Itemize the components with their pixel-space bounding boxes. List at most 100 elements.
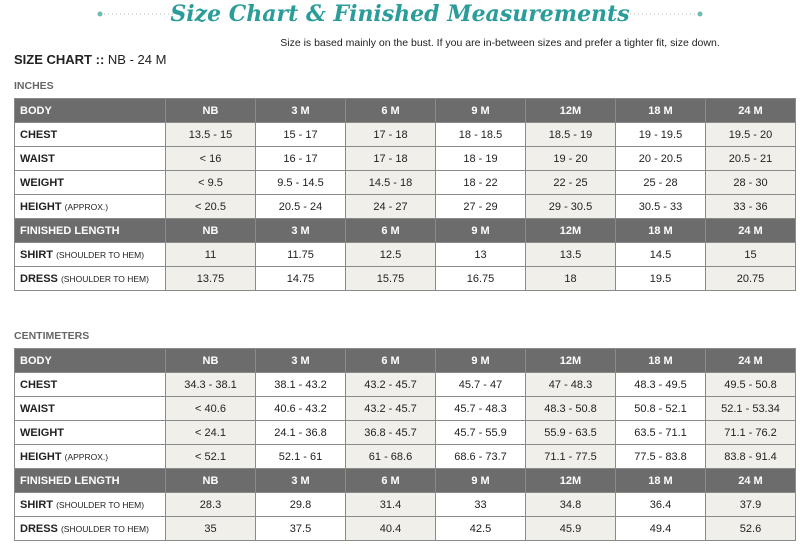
cell: 35: [165, 516, 256, 541]
row-note: (SHOULDER TO HEM): [60, 273, 149, 284]
cell: 14.5: [615, 242, 706, 267]
data-row: HEIGHT (APPROX.) < 20.5 20.5 - 24 24 - 27 27…: [14, 194, 796, 219]
row-label: WEIGHT: [14, 170, 166, 195]
cell: 43.2 - 45.7: [345, 372, 436, 397]
cell: 42.5: [435, 516, 526, 541]
data-row: DRESS (SHOULDER TO HEM) 35 37.5 40.4 42.5 45.…: [14, 516, 796, 541]
cell: 55.9 - 63.5: [525, 420, 616, 445]
data-row: HEIGHT (APPROX.) < 52.1 52.1 - 61 61 - 68.6…: [14, 444, 796, 469]
row-label: DRESS (SHOULDER TO HEM): [14, 266, 166, 291]
cell: 13.5: [525, 242, 616, 267]
column-heading: 6 M: [345, 218, 436, 243]
cell: 16 - 17: [255, 146, 346, 171]
row-label: HEIGHT (APPROX.): [14, 194, 166, 219]
cell: 13.75: [165, 266, 256, 291]
column-heading: 24 M: [705, 218, 796, 243]
cell: 34.3 - 38.1: [165, 372, 256, 397]
data-row: DRESS (SHOULDER TO HEM) 13.75 14.75 15.75 16…: [14, 266, 796, 291]
cell: < 24.1: [165, 420, 256, 445]
cell: 14.75: [255, 266, 346, 291]
cell: 24.1 - 36.8: [255, 420, 346, 445]
row-label: CHEST: [14, 122, 166, 147]
cell: 18.5 - 19: [525, 122, 616, 147]
column-heading: 24 M: [705, 348, 796, 373]
ornament-dot: [97, 11, 103, 17]
data-row: CHEST 13.5 - 15 15 - 17 17 - 18 18 - 18.5 18.…: [14, 122, 796, 147]
row-label: SHIRT (SHOULDER TO HEM): [14, 492, 166, 517]
column-heading: 18 M: [615, 468, 706, 493]
cell: 13.5 - 15: [165, 122, 256, 147]
section-heading: BODY: [14, 348, 166, 373]
cell: 19.5 - 20: [705, 122, 796, 147]
cell: 29.8: [255, 492, 346, 517]
cell: 38.1 - 43.2: [255, 372, 346, 397]
column-heading: 24 M: [705, 468, 796, 493]
column-heading: 9 M: [435, 98, 526, 123]
cell: 31.4: [345, 492, 436, 517]
column-heading: 12M: [525, 218, 616, 243]
cell: 28 - 30: [705, 170, 796, 195]
column-heading: 3 M: [255, 98, 346, 123]
row-name: CHEST: [20, 128, 58, 141]
row-name: WAIST: [20, 152, 55, 165]
row-note: (SHOULDER TO HEM): [60, 523, 149, 534]
row-label: CHEST: [14, 372, 166, 397]
cell: 15: [705, 242, 796, 267]
row-label: WAIST: [14, 396, 166, 421]
cell: 14.5 - 18: [345, 170, 436, 195]
cell: 27 - 29: [435, 194, 526, 219]
cell: 20 - 20.5: [615, 146, 706, 171]
cell: 18: [525, 266, 616, 291]
cell: 20.5 - 24: [255, 194, 346, 219]
unit-label: CENTIMETERS: [14, 330, 90, 342]
cell: 52.1 - 61: [255, 444, 346, 469]
cell: 77.5 - 83.8: [615, 444, 706, 469]
column-heading: 12M: [525, 468, 616, 493]
row-name: CHEST: [20, 378, 58, 391]
column-heading: NB: [165, 348, 256, 373]
column-heading: 3 M: [255, 468, 346, 493]
row-name: SHIRT: [20, 248, 53, 261]
row-name: WAIST: [20, 402, 55, 415]
row-label: HEIGHT (APPROX.): [14, 444, 166, 469]
cell: < 16: [165, 146, 256, 171]
cell: 45.7 - 55.9: [435, 420, 526, 445]
column-heading: 6 M: [345, 98, 436, 123]
cell: 71.1 - 76.2: [705, 420, 796, 445]
cell: 49.5 - 50.8: [705, 372, 796, 397]
cell: < 52.1: [165, 444, 256, 469]
cell: 50.8 - 52.1: [615, 396, 706, 421]
column-heading: NB: [165, 468, 256, 493]
size-range: NB - 24 M: [107, 52, 167, 67]
cell: 52.1 - 53.34: [705, 396, 796, 421]
cell: 12.5: [345, 242, 436, 267]
row-label: WEIGHT: [14, 420, 166, 445]
cell: 83.8 - 91.4: [705, 444, 796, 469]
column-heading: 3 M: [255, 218, 346, 243]
row-label: WAIST: [14, 146, 166, 171]
cell: 63.5 - 71.1: [615, 420, 706, 445]
column-heading: 12M: [525, 348, 616, 373]
cell: 20.5 - 21: [705, 146, 796, 171]
column-heading: 9 M: [435, 468, 526, 493]
data-row: SHIRT (SHOULDER TO HEM) 11 11.75 12.5 13 13.5…: [14, 242, 796, 267]
subtitle: Size is based mainly on the bust. If you…: [280, 37, 720, 49]
cell: 34.8: [525, 492, 616, 517]
cell: 11: [165, 242, 256, 267]
cell: 25 - 28: [615, 170, 706, 195]
row-name: HEIGHT: [20, 450, 62, 463]
cell: 37.5: [255, 516, 346, 541]
unit-label: INCHES: [14, 80, 54, 92]
column-heading: 12M: [525, 98, 616, 123]
cell: 16.75: [435, 266, 526, 291]
row-name: WEIGHT: [20, 176, 64, 189]
cell: 18 - 18.5: [435, 122, 526, 147]
size-chart-label: SIZE CHART ::: [14, 52, 105, 67]
cell: 29 - 30.5: [525, 194, 616, 219]
